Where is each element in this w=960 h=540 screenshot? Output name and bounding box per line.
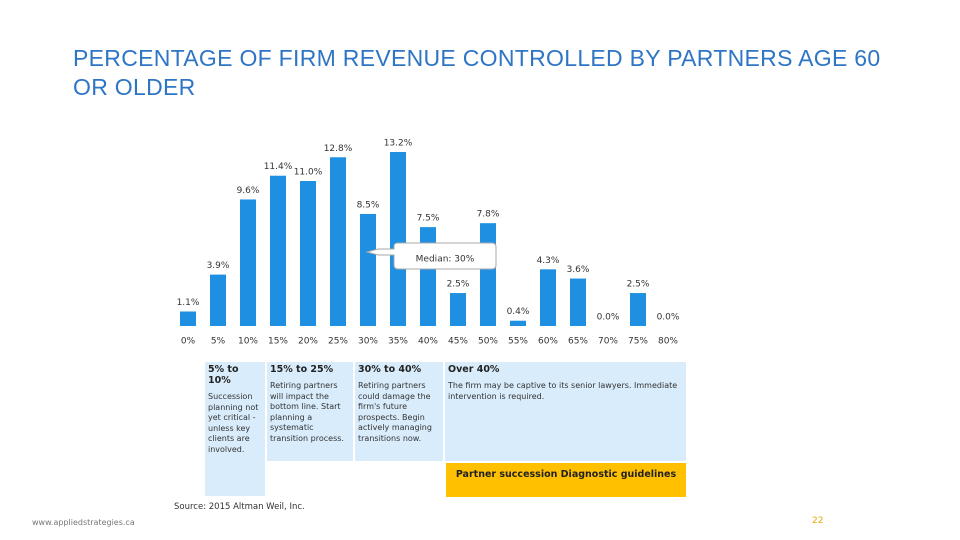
data-label: 11.4% — [264, 162, 293, 172]
guideline-text: Retiring partners will impact the bottom… — [270, 381, 344, 443]
bar — [510, 320, 526, 326]
data-label: 13.2% — [384, 139, 413, 149]
bar — [270, 175, 286, 326]
bar — [330, 157, 346, 326]
x-tick-label: 45% — [448, 337, 468, 347]
guideline-column: 5% to 10% Succession planning not yet cr… — [205, 362, 265, 496]
x-tick-label: 30% — [358, 337, 378, 347]
bar — [390, 152, 406, 326]
bar — [300, 181, 316, 326]
x-tick-label: 5% — [211, 337, 226, 347]
x-tick-label: 35% — [388, 337, 408, 347]
source: Source: 2015 Altman Weil, Inc. — [174, 502, 305, 512]
bar — [420, 227, 436, 326]
bar — [450, 293, 466, 326]
x-tick-label: 80% — [658, 337, 678, 347]
bar — [240, 199, 256, 326]
data-label: 12.8% — [324, 144, 353, 154]
guideline-column: 15% to 25% Retiring partners will impact… — [267, 362, 353, 461]
data-label: 3.6% — [567, 265, 590, 275]
median-label: Median: 30% — [416, 255, 475, 265]
x-tick-label: 60% — [538, 337, 558, 347]
bar — [180, 311, 196, 326]
guideline-heading: 5% to 10% — [208, 364, 239, 386]
data-label: 0.0% — [657, 313, 680, 323]
guideline-text: Succession planning not yet critical - u… — [208, 392, 259, 454]
data-label: 7.5% — [417, 214, 440, 224]
data-label: 2.5% — [447, 280, 470, 290]
data-label: 11.0% — [294, 168, 323, 178]
guideline-text: The firm may be captive to its senior la… — [448, 381, 678, 401]
data-label: 9.6% — [237, 186, 260, 196]
data-label: 3.9% — [207, 261, 230, 271]
guideline-text: Retiring partners could damage the firm'… — [358, 381, 432, 443]
bar — [360, 213, 376, 326]
x-tick-label: 15% — [268, 337, 288, 347]
data-label: 2.5% — [627, 280, 650, 290]
guideline-column: 30% to 40% Retiring partners could damag… — [355, 362, 443, 461]
website: www.appliedstrategies.ca — [32, 518, 135, 527]
x-tick-label: 75% — [628, 337, 648, 347]
guideline-heading: 30% to 40% — [358, 364, 422, 375]
bar — [540, 269, 556, 326]
bar — [630, 293, 646, 326]
bar — [570, 278, 586, 326]
x-tick-label: 40% — [418, 337, 438, 347]
data-label: 4.3% — [537, 256, 560, 266]
bar — [480, 223, 496, 326]
data-label: 0.0% — [597, 313, 620, 323]
x-tick-label: 0% — [181, 337, 196, 347]
data-label: 7.8% — [477, 210, 500, 220]
guideline-column: Over 40% The firm may be captive to its … — [445, 362, 686, 461]
x-tick-label: 25% — [328, 337, 348, 347]
guideline-footer: Partner succession Diagnostic guidelines — [446, 463, 686, 497]
median-callout — [365, 242, 497, 270]
bar — [210, 274, 226, 326]
page-number: 22 — [812, 516, 824, 526]
chart-title: PERCENTAGE OF FIRM REVENUE CONTROLLED BY… — [73, 45, 881, 100]
x-tick-label: 50% — [478, 337, 498, 347]
data-label: 8.5% — [357, 200, 380, 210]
data-label: 0.4% — [507, 307, 530, 317]
x-tick-label: 70% — [598, 337, 618, 347]
guideline-heading: 15% to 25% — [270, 364, 334, 375]
x-tick-label: 65% — [568, 337, 588, 347]
guideline-heading: Over 40% — [448, 364, 500, 375]
x-tick-label: 55% — [508, 337, 528, 347]
x-tick-label: 10% — [238, 337, 258, 347]
data-label: 1.1% — [177, 298, 200, 308]
x-tick-label: 20% — [298, 337, 318, 347]
